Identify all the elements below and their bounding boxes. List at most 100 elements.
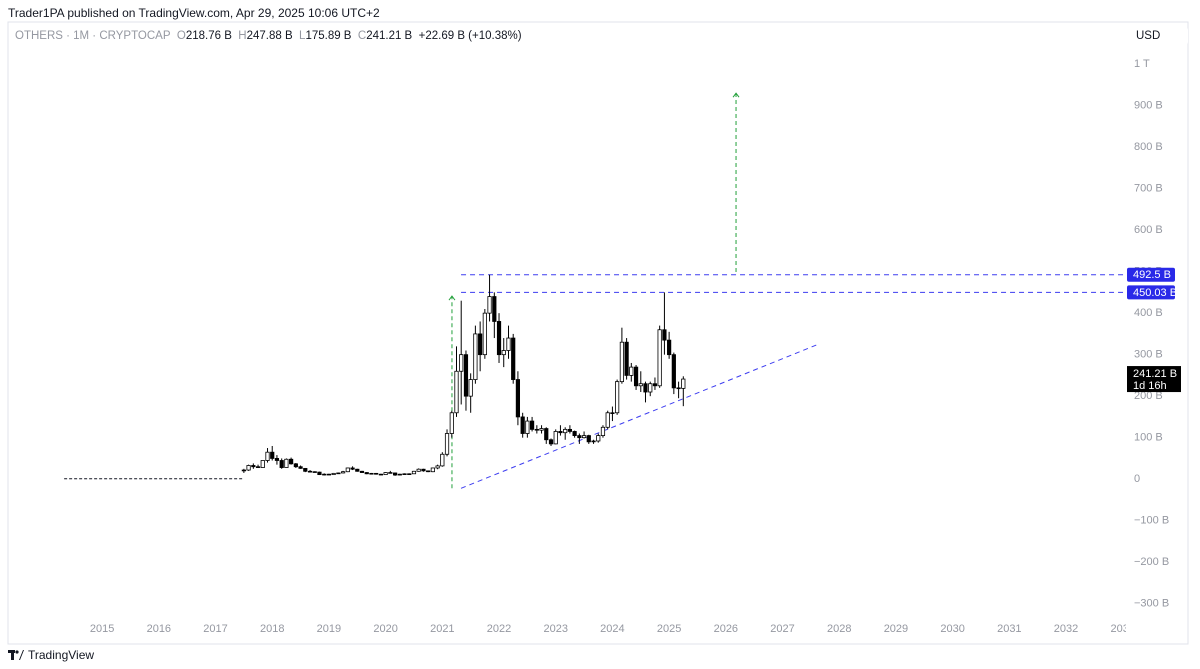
candle-body [383, 472, 388, 476]
candle-body [350, 467, 355, 470]
level-label-box [1127, 285, 1175, 300]
candle-body [577, 435, 582, 439]
candle-body [430, 467, 435, 473]
legend: OTHERS · 1M · CRYPTOCAP O218.76 B H247.8… [15, 30, 522, 42]
candle-body [421, 468, 426, 472]
candle-body [633, 366, 639, 387]
candle-body [392, 472, 398, 476]
y-tick-label: 400 B [1134, 307, 1163, 319]
candle-body [270, 451, 275, 459]
candle-body [331, 472, 336, 476]
candle-body [416, 468, 421, 472]
y-tick-label: 1 T [1134, 58, 1150, 70]
level-label: 450.03 B [1133, 287, 1177, 299]
candle-body [435, 465, 440, 469]
candle-body [506, 337, 511, 351]
candle-body [515, 379, 521, 418]
candle-body [586, 435, 591, 443]
candle-body [487, 296, 492, 314]
candle-body [482, 312, 487, 356]
ohlc-value: 175.89 B [305, 30, 352, 42]
ohlc-value: 218.76 B [185, 30, 232, 42]
currency-button[interactable]: USD [1130, 26, 1188, 46]
candle-body [681, 378, 686, 389]
ohlc-value: 247.88 B [246, 30, 293, 42]
y-tick-label: −100 B [1134, 515, 1169, 527]
candle-body [563, 428, 568, 434]
candle-body [340, 471, 346, 474]
candle-body [454, 370, 459, 414]
level-label-box [1127, 267, 1175, 282]
candle-body [411, 470, 417, 475]
candle-body [312, 471, 317, 473]
x-tick-label: 2022 [487, 623, 511, 635]
level-label: 492.5 B [1133, 269, 1171, 281]
candle-body [525, 420, 530, 434]
candle-body [473, 333, 478, 380]
candle-body [468, 379, 473, 397]
candle-body [303, 467, 308, 472]
candle-body [345, 467, 350, 473]
candle-body [307, 470, 313, 473]
countdown: 1d 16h [1133, 380, 1167, 392]
symbol: OTHERS · 1M · CRYPTOCAP [15, 30, 171, 42]
ohlc-label: L [299, 30, 306, 42]
candle-body [369, 472, 374, 475]
price-label-box [1127, 366, 1181, 393]
x-tick-label: 2030 [940, 623, 964, 635]
y-tick-label: 600 B [1134, 224, 1163, 236]
ohlc-label: O [176, 30, 186, 42]
y-tick-label: 0 [1134, 473, 1140, 485]
candle-body [548, 439, 554, 445]
price-label: 241.21 B [1133, 368, 1177, 380]
candle-body [402, 473, 407, 475]
candle-body [671, 354, 676, 389]
x-tick-label: 2029 [884, 623, 908, 635]
y-tick-label: 700 B [1134, 183, 1163, 195]
candle-body [662, 329, 667, 341]
candle-body [449, 412, 454, 434]
candle-body [407, 473, 412, 475]
x-tick-label: 2015 [90, 623, 114, 635]
candle-body [359, 470, 365, 473]
candle-body [251, 465, 256, 468]
candle-body [289, 458, 294, 465]
candle-body [624, 341, 629, 376]
candle-body [657, 329, 662, 387]
candle-body [426, 470, 431, 473]
arrow-head [732, 92, 740, 98]
candle-body [496, 321, 502, 356]
candle-body [374, 472, 379, 475]
x-tick-label: 2021 [430, 623, 454, 635]
x-tick-label: 2026 [714, 623, 738, 635]
footer: TradingView [8, 648, 94, 662]
candle-body [355, 468, 360, 472]
y-tick-label: 300 B [1134, 349, 1163, 361]
x-tick-label: 2031 [997, 623, 1021, 635]
x-tick-label: 2032 [1054, 623, 1078, 635]
candle-body [648, 383, 653, 393]
candle-body [246, 465, 251, 471]
candle-body [440, 453, 445, 467]
plot-area: 2015 2016 2017 2018 2019 2020 2021 2022 2023 2024… [64, 92, 1126, 635]
candle-body [643, 383, 648, 393]
y-tick-label: 800 B [1134, 141, 1163, 153]
candle-body [629, 366, 634, 376]
candle-body [492, 296, 497, 322]
candle-body [293, 463, 298, 468]
candle-body [459, 354, 464, 372]
candle-body [511, 337, 516, 380]
y-tick-label: 900 B [1134, 100, 1163, 112]
logo [8, 650, 24, 660]
candle-body [600, 426, 606, 436]
candle-body [539, 428, 544, 431]
x-tick-label: 2020 [373, 623, 397, 635]
candle-body [676, 387, 681, 390]
publisher: Trader1PA published on TradingView.com, … [8, 6, 380, 20]
candle-body [529, 420, 535, 430]
x-tick-label: 2023 [543, 623, 567, 635]
candle-body [638, 383, 643, 387]
candle-body [444, 433, 450, 455]
